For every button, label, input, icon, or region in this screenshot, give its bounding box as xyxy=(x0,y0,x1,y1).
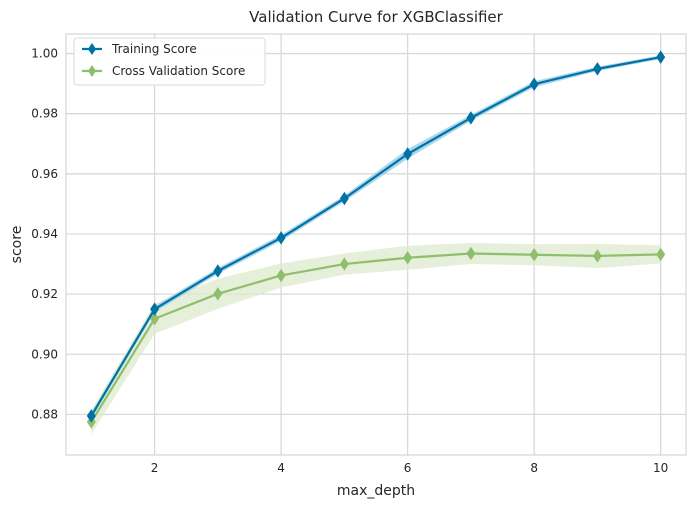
confidence-bands xyxy=(91,55,661,434)
x-tick-label: 8 xyxy=(530,461,538,475)
legend: Training Score Cross Validation Score xyxy=(73,37,266,86)
y-axis-label: score xyxy=(9,226,25,264)
training-score-point xyxy=(466,111,476,125)
training-score-point xyxy=(529,77,539,91)
x-axis-label: max_depth xyxy=(337,483,415,499)
plot-frame xyxy=(65,33,687,456)
training-score-point xyxy=(403,147,413,161)
x-tick-label: 2 xyxy=(151,461,159,475)
cross-validation-score-point xyxy=(529,248,539,262)
training-score-point xyxy=(592,62,602,76)
training-score-point xyxy=(656,50,666,64)
training-score-point xyxy=(339,191,349,206)
x-tick-label: 4 xyxy=(277,461,285,475)
y-tick-label: 1.00 xyxy=(31,47,58,61)
x-tick-label: 10 xyxy=(653,461,668,475)
x-tick-labels: 2 4 6 8 10 xyxy=(151,461,669,475)
cross-validation-score-point xyxy=(213,287,223,301)
cross-validation-score-point xyxy=(656,247,666,262)
cross-validation-score-legend-label: Cross Validation Score xyxy=(112,64,245,78)
y-tick-label: 0.98 xyxy=(31,107,58,121)
cross-validation-score-point xyxy=(403,251,413,265)
y-tick-label: 0.94 xyxy=(31,227,58,241)
cross-validation-score-point xyxy=(592,249,602,263)
cross-validation-score-legend-marker xyxy=(88,65,96,77)
cross-validation-score-line xyxy=(90,252,661,423)
cross-validation-score-point xyxy=(150,312,160,326)
y-tick-label: 0.92 xyxy=(31,287,58,301)
training-score-point xyxy=(276,231,286,245)
cross-validation-score-band xyxy=(91,242,661,434)
y-tick-label: 0.90 xyxy=(31,347,58,361)
training-score-point xyxy=(150,302,160,316)
cross-validation-score-point xyxy=(339,257,349,271)
training-score-legend-label: Training Score xyxy=(111,42,197,56)
training-score-point xyxy=(213,264,223,278)
y-tick-labels: 0.88 0.90 0.92 0.94 0.96 0.98 1.00 xyxy=(31,47,58,422)
legend-box xyxy=(73,37,266,86)
y-tick-label: 0.96 xyxy=(31,167,58,181)
x-tick-label: 6 xyxy=(404,461,412,475)
cross-validation-score-point xyxy=(276,268,286,283)
series-lines xyxy=(90,56,661,423)
y-tick-label: 0.88 xyxy=(31,407,58,421)
cross-validation-score-point xyxy=(466,246,476,261)
training-score-line xyxy=(90,56,661,417)
series-markers xyxy=(86,50,666,429)
chart-title: Validation Curve for XGBClassifier xyxy=(249,8,503,26)
training-score-point xyxy=(86,409,96,423)
training-score-legend-marker xyxy=(88,43,96,55)
